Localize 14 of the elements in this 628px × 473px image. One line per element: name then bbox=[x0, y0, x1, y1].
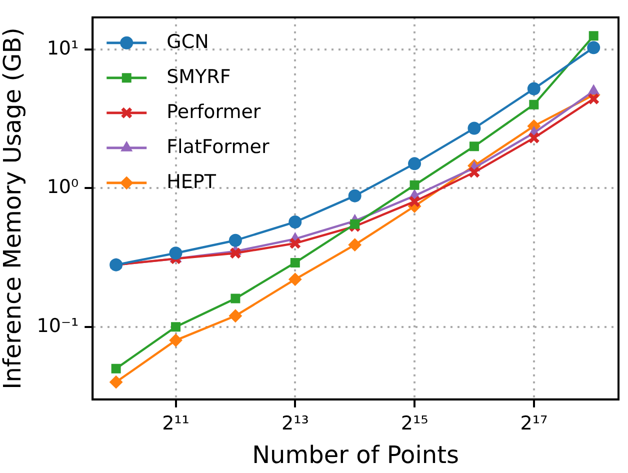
legend-label: SMYRF bbox=[166, 66, 231, 88]
x-tick-label: 2¹¹ bbox=[162, 412, 190, 435]
legend-label: GCN bbox=[166, 30, 209, 53]
y-tick-label: 10¹ bbox=[46, 37, 79, 60]
y-axis-title: Inference Memory Usage (GB) bbox=[0, 27, 27, 390]
y-tick-label: 10⁰ bbox=[46, 176, 79, 198]
legend-label: Performer bbox=[166, 100, 261, 123]
x-tick-label: 2¹⁷ bbox=[520, 412, 548, 435]
x-tick-label: 2¹⁵ bbox=[400, 412, 428, 435]
x-axis-title: Number of Points bbox=[252, 440, 460, 469]
legend-label: FlatFormer bbox=[166, 136, 270, 158]
y-tick-label: 10⁻¹ bbox=[36, 314, 79, 337]
x-tick-label: 2¹³ bbox=[281, 412, 309, 435]
legend-label: HEPT bbox=[166, 170, 216, 193]
